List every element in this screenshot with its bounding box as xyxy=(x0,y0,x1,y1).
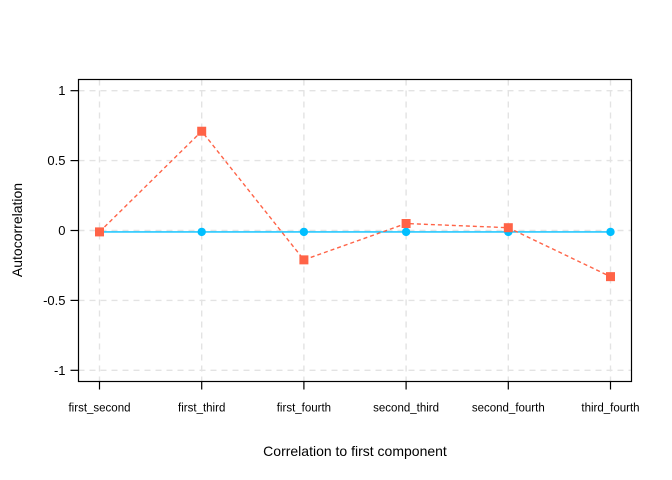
y-tick-label: 0.5 xyxy=(47,153,65,168)
data-point-square xyxy=(299,255,309,265)
data-point-square xyxy=(503,223,513,233)
x-category-label: first_third xyxy=(178,403,225,415)
y-tick-label: 0 xyxy=(58,223,65,238)
data-point-circle xyxy=(606,227,615,237)
y-tick-label: -0.5 xyxy=(43,293,65,308)
series-line-red-dashed-squares xyxy=(99,130,611,278)
y-axis-title: Autocorrelation xyxy=(9,182,25,278)
x-category-label: first_fourth xyxy=(277,403,331,415)
x-axis-title: Correlation to first component xyxy=(263,443,447,459)
data-point-square xyxy=(95,227,104,237)
data-point-circle xyxy=(299,227,309,237)
data-point-square xyxy=(606,272,615,282)
data-point-square xyxy=(401,219,411,229)
x-category-label: second_third xyxy=(373,403,439,415)
x-category-label: second_fourth xyxy=(472,403,545,415)
y-tick-label: 1 xyxy=(58,83,65,98)
x-category-label: third_fourth xyxy=(581,403,639,415)
data-point-circle xyxy=(401,227,411,237)
data-point-circle xyxy=(197,227,206,237)
y-tick-label: -1 xyxy=(54,363,66,378)
x-category-label: first_second xyxy=(68,403,130,415)
data-point-square xyxy=(197,126,207,136)
